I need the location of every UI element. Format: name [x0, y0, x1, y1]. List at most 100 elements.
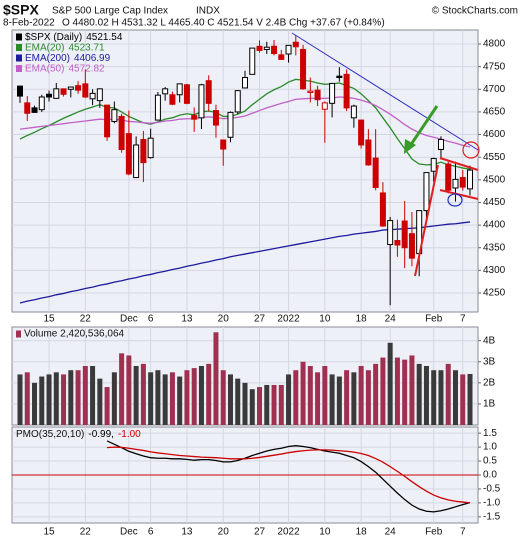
y-tick-label: 4450	[483, 197, 506, 208]
x-tick-label: Feb	[425, 314, 443, 325]
candle-body	[437, 139, 444, 150]
exchange: INDX	[196, 6, 220, 17]
candle-body	[24, 102, 31, 114]
candle-body	[321, 102, 328, 110]
candle-body	[292, 41, 299, 48]
candle-body	[387, 220, 394, 246]
volume-bar	[17, 374, 23, 425]
volume-bar	[126, 355, 132, 425]
candle-body	[394, 239, 401, 246]
legend-value: 4572.82	[68, 63, 105, 74]
candle-body	[285, 44, 292, 55]
y-tick-label: 2B	[483, 377, 496, 388]
y-tick-label: 4550	[483, 152, 506, 163]
x-tick-label: 7	[460, 314, 466, 325]
candle-body	[46, 93, 53, 98]
candle-body	[249, 47, 256, 75]
volume-bar	[242, 382, 248, 425]
volume-bar	[286, 374, 292, 425]
y-tick-label: 4650	[483, 107, 506, 118]
x-tick-label: 18	[356, 314, 368, 325]
volume-bar	[24, 372, 30, 425]
x-tick-label: 13	[181, 527, 193, 538]
x-tick-label: 13	[181, 314, 193, 325]
x-tick-label: Dec	[120, 527, 138, 538]
y-tick-label: -0.5	[483, 484, 501, 495]
x-tick-label: 22	[80, 314, 92, 325]
y-tick-label: 1.0	[483, 442, 497, 453]
y-tick-label: 1B	[483, 399, 496, 410]
x-tick-label: 15	[43, 527, 55, 538]
volume-bar	[97, 378, 103, 425]
volume-bar	[90, 365, 96, 425]
legend-swatch	[16, 33, 22, 41]
candle-body	[212, 110, 219, 126]
volume-bar	[140, 363, 146, 425]
candle-body	[147, 137, 154, 159]
candle-body	[372, 157, 379, 189]
candle-body	[467, 169, 473, 190]
candle-body	[125, 133, 132, 175]
candle-body	[263, 46, 270, 50]
volume-bar	[394, 357, 400, 425]
y-tick-label: -1.5	[483, 512, 501, 523]
x-tick-label: 27	[254, 527, 266, 538]
candle-body	[75, 85, 82, 91]
arrow	[408, 105, 439, 147]
candle-body	[183, 84, 190, 104]
panel-readout: -0.99,	[88, 429, 114, 440]
volume-bar	[68, 370, 74, 425]
y-tick-label: 4300	[483, 265, 506, 276]
legend-name: $SPX (Daily)	[25, 32, 82, 43]
candle-body	[31, 107, 38, 113]
candle-body	[53, 88, 60, 99]
volume-bar	[32, 382, 38, 425]
volume-bar	[213, 332, 219, 425]
pmo-line	[106, 440, 471, 513]
candle-body	[343, 73, 350, 109]
volume-bar	[315, 372, 321, 425]
volume-bar	[336, 376, 342, 425]
legend-swatch	[16, 330, 21, 338]
candle-body	[82, 83, 89, 98]
volume-bar	[206, 363, 212, 425]
volume-bar	[198, 365, 204, 425]
highlight-circle	[447, 193, 463, 207]
candle-body	[140, 139, 147, 164]
y-tick-label: 4500	[483, 174, 506, 185]
x-tick-label: 10	[319, 527, 331, 538]
candle-body	[89, 92, 96, 100]
volume-bar	[220, 370, 226, 425]
ema-line	[19, 96, 471, 148]
volume-bar	[191, 368, 197, 425]
volume-bar	[155, 370, 161, 425]
x-tick-label: Dec	[120, 314, 138, 325]
volume-bar	[452, 370, 458, 425]
y-tick-label: 4700	[483, 84, 506, 95]
candle-body	[133, 144, 140, 179]
legend-swatch	[16, 65, 22, 72]
volume-bar	[344, 370, 350, 425]
volume-bar	[111, 372, 117, 425]
arrow-head	[404, 139, 416, 154]
x-tick-label: 18	[356, 527, 368, 538]
candle-body	[38, 96, 45, 111]
volume-bar	[467, 373, 473, 425]
volume-bar	[46, 374, 52, 425]
candle-body	[358, 119, 365, 146]
candle-body	[118, 115, 125, 150]
volume-bar	[75, 370, 81, 425]
candle-body	[459, 177, 466, 188]
volume-bar	[249, 389, 255, 425]
legend-value: 4523.71	[68, 42, 105, 53]
volume-bar	[39, 376, 45, 425]
candle-body	[60, 88, 67, 95]
legend-name: EMA(20)	[25, 42, 64, 53]
x-tick-label: 10	[319, 314, 331, 325]
candle-body	[176, 83, 183, 96]
x-tick-label: 2022	[277, 314, 300, 325]
candle-body	[256, 45, 263, 51]
quote-date: 8-Feb-2022	[3, 18, 55, 29]
volume-bar	[169, 372, 175, 425]
